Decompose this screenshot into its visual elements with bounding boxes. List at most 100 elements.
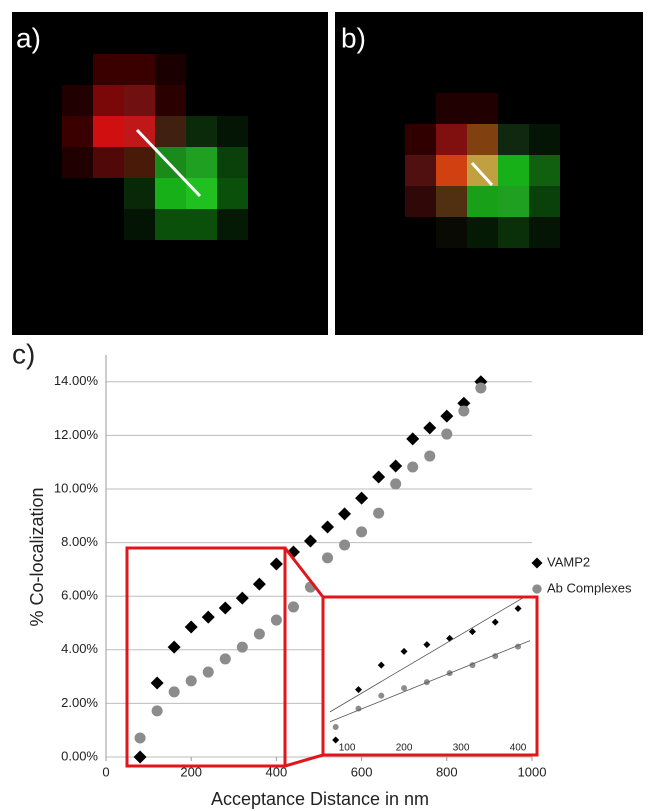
inset-x-tick-label: 100: [339, 743, 356, 754]
legend-label: Ab Complexes: [547, 580, 632, 595]
point: [401, 685, 407, 691]
point: [475, 382, 486, 393]
pixel: [155, 116, 186, 147]
pixel: [529, 186, 560, 217]
y-tick-label: 10.00%: [54, 480, 99, 495]
point: [373, 508, 384, 519]
pixel: [62, 85, 93, 116]
y-tick-label: 14.00%: [54, 373, 99, 388]
point: [185, 621, 198, 634]
pixel: [62, 116, 93, 147]
panel-label: b): [341, 22, 366, 53]
x-tick-label: 800: [436, 764, 458, 779]
inset-x-tick-label: 200: [396, 743, 413, 754]
point: [152, 705, 163, 716]
point: [271, 615, 282, 626]
pixel: [155, 54, 186, 85]
pixel: [436, 186, 467, 217]
pixel: [217, 178, 248, 209]
y-tick-label: 4.00%: [61, 641, 98, 656]
point: [288, 601, 299, 612]
pixel: [436, 217, 467, 248]
y-tick-label: 12.00%: [54, 427, 99, 442]
point: [440, 410, 453, 423]
pixel: [93, 54, 124, 85]
pixel: [405, 124, 436, 155]
point: [236, 592, 249, 605]
pixel: [186, 178, 217, 209]
pixel: [93, 85, 124, 116]
x-tick-label: 1000: [518, 764, 547, 779]
pixel: [498, 217, 529, 248]
panel-label: a): [16, 22, 41, 53]
point: [169, 686, 180, 697]
point: [304, 534, 317, 547]
y-tick-label: 8.00%: [61, 534, 98, 549]
zoom-connector: [285, 548, 323, 597]
pixel: [436, 124, 467, 155]
x-tick-label: 0: [102, 764, 109, 779]
point: [203, 667, 214, 678]
pixel: [405, 155, 436, 186]
pixel: [436, 93, 467, 124]
legend-marker: [532, 584, 541, 593]
pixel: [217, 209, 248, 240]
point: [168, 641, 181, 654]
pixel: [124, 85, 155, 116]
x-axis-title: Acceptance Distance in nm: [211, 789, 429, 809]
pixel: [217, 116, 248, 147]
pixel: [124, 209, 155, 240]
pixel: [155, 178, 186, 209]
pixel: [498, 155, 529, 186]
point: [237, 642, 248, 653]
point: [254, 628, 265, 639]
pixel: [186, 209, 217, 240]
pixel: [155, 209, 186, 240]
pixel: [93, 147, 124, 178]
pixel: [467, 155, 498, 186]
point: [151, 677, 164, 690]
pixel: [529, 124, 560, 155]
point: [186, 675, 197, 686]
pixel: [186, 116, 217, 147]
point: [134, 751, 147, 764]
pixel: [529, 155, 560, 186]
point: [135, 732, 146, 743]
point: [355, 492, 368, 505]
pixel: [186, 147, 217, 178]
point: [407, 461, 418, 472]
point: [356, 526, 367, 537]
pixel: [467, 124, 498, 155]
pixel: [124, 147, 155, 178]
pixel: [498, 124, 529, 155]
point: [389, 459, 402, 472]
panel-label: c): [12, 338, 35, 369]
pixel: [467, 186, 498, 217]
point: [202, 611, 215, 624]
point: [390, 478, 401, 489]
point: [333, 724, 339, 730]
inset-x-tick-label: 400: [510, 743, 527, 754]
point: [423, 421, 436, 434]
point: [219, 601, 232, 614]
point: [338, 507, 351, 520]
point: [441, 429, 452, 440]
legend-marker: [532, 558, 543, 569]
pixel: [124, 178, 155, 209]
inset-frame: [323, 597, 537, 755]
panel-b-image: [335, 12, 643, 335]
legend-label: VAMP2: [547, 554, 590, 569]
pixel: [155, 85, 186, 116]
pixel: [529, 217, 560, 248]
pixel: [436, 155, 467, 186]
panel-a-image: [12, 12, 328, 335]
point: [378, 693, 384, 699]
pixel: [467, 217, 498, 248]
y-tick-label: 6.00%: [61, 588, 98, 603]
pixel: [217, 147, 248, 178]
pixel: [93, 116, 124, 147]
point: [253, 578, 266, 591]
figure: a) b) c) Acceptance Distance in nm % Co-…: [0, 0, 649, 811]
pixel: [124, 54, 155, 85]
point: [321, 521, 334, 534]
